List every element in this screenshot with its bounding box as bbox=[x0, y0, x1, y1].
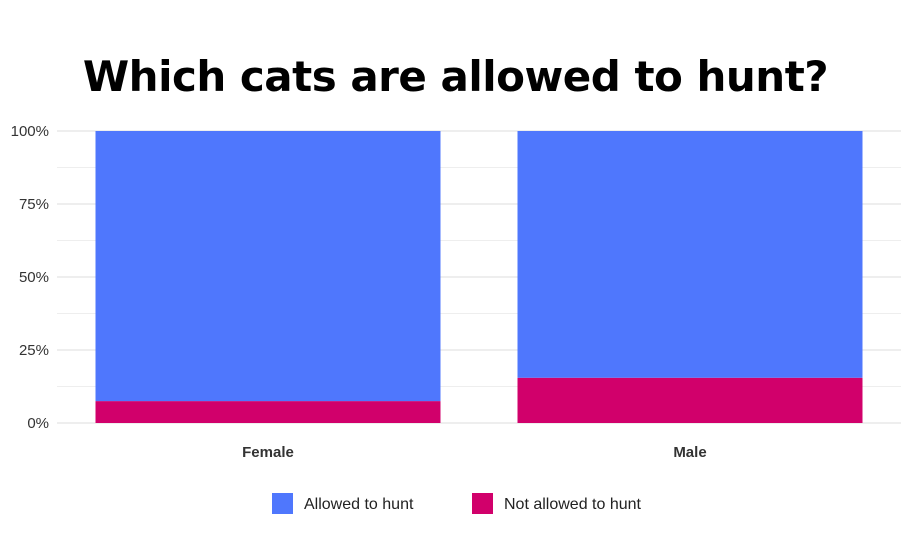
y-tick-label: 0% bbox=[27, 415, 49, 432]
legend-label: Allowed to hunt bbox=[304, 496, 414, 513]
bar-male-allowed-to-hunt bbox=[517, 131, 863, 378]
y-axis-ticks: 0% 25% 50% 75% 100% bbox=[11, 123, 49, 432]
x-category-label: Male bbox=[673, 444, 706, 461]
y-tick-label: 100% bbox=[11, 123, 49, 140]
legend: Allowed to hunt Not allowed to hunt bbox=[272, 493, 642, 514]
bar-female-not-allowed-to-hunt bbox=[95, 401, 441, 423]
legend-label: Not allowed to hunt bbox=[504, 496, 642, 513]
bar-male-not-allowed-to-hunt bbox=[517, 377, 863, 423]
y-tick-label: 75% bbox=[19, 196, 49, 213]
chart-title: Which cats are allowed to hunt? bbox=[82, 52, 829, 101]
y-tick-label: 50% bbox=[19, 269, 49, 286]
x-category-label: Female bbox=[242, 444, 294, 461]
bar-female-allowed-to-hunt bbox=[95, 131, 441, 402]
y-tick-label: 25% bbox=[19, 342, 49, 359]
legend-swatch bbox=[472, 493, 493, 514]
x-axis-labels: Female Male bbox=[242, 444, 707, 461]
bars bbox=[95, 131, 863, 423]
legend-swatch bbox=[272, 493, 293, 514]
